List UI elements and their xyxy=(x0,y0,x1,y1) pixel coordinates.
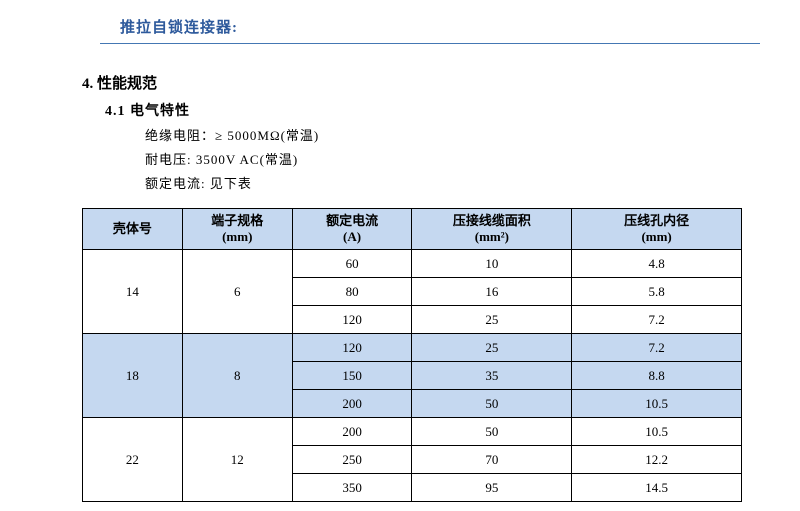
cell-current: 60 xyxy=(292,250,412,278)
cell-shell: 14 xyxy=(83,250,183,334)
table-header-row: 壳体号 端子规格(mm) 额定电流(A) 压接线缆面积(mm²) 压线孔内径(m… xyxy=(83,209,742,250)
subsection-heading: 4.1 电气特性 xyxy=(105,100,190,120)
cell-current: 200 xyxy=(292,418,412,446)
section-name: 性能规范 xyxy=(97,76,157,92)
title-divider xyxy=(100,43,760,44)
cell-shell: 22 xyxy=(83,418,183,502)
section-number: 4. xyxy=(82,76,93,92)
cell-current: 80 xyxy=(292,278,412,306)
cell-current: 350 xyxy=(292,474,412,502)
th-current: 额定电流(A) xyxy=(292,209,412,250)
cell-area: 10 xyxy=(412,250,572,278)
th-hole: 压线孔内径(mm) xyxy=(572,209,742,250)
section-heading: 4. 性能规范 xyxy=(82,72,157,93)
th-pin: 端子规格(mm) xyxy=(182,209,292,250)
cell-area: 16 xyxy=(412,278,572,306)
spec-withstand: 耐电压: 3500V AC(常温) xyxy=(145,148,319,172)
cell-pin: 6 xyxy=(182,250,292,334)
cell-hole: 10.5 xyxy=(572,418,742,446)
subsection-number: 4.1 xyxy=(105,104,126,119)
spec-rated: 额定电流: 见下表 xyxy=(145,172,319,196)
cell-hole: 4.8 xyxy=(572,250,742,278)
cell-pin: 12 xyxy=(182,418,292,502)
cell-current: 120 xyxy=(292,334,412,362)
cell-current: 150 xyxy=(292,362,412,390)
cell-pin: 8 xyxy=(182,334,292,418)
cell-area: 50 xyxy=(412,418,572,446)
spec-lines: 绝缘电阻：≥ 5000MΩ(常温) 耐电压: 3500V AC(常温) 额定电流… xyxy=(145,124,319,196)
cell-area: 70 xyxy=(412,446,572,474)
spec-insulation: 绝缘电阻：≥ 5000MΩ(常温) xyxy=(145,124,319,148)
cell-area: 50 xyxy=(412,390,572,418)
cell-shell: 18 xyxy=(83,334,183,418)
th-area: 压接线缆面积(mm²) xyxy=(412,209,572,250)
subsection-name: 电气特性 xyxy=(130,104,190,119)
cell-hole: 5.8 xyxy=(572,278,742,306)
cell-area: 95 xyxy=(412,474,572,502)
table-row: 18 8 120 25 7.2 xyxy=(83,334,742,362)
cell-hole: 10.5 xyxy=(572,390,742,418)
table-row: 22 12 200 50 10.5 xyxy=(83,418,742,446)
cell-hole: 12.2 xyxy=(572,446,742,474)
cell-current: 200 xyxy=(292,390,412,418)
cell-area: 25 xyxy=(412,306,572,334)
ratings-table: 壳体号 端子规格(mm) 额定电流(A) 压接线缆面积(mm²) 压线孔内径(m… xyxy=(82,208,742,502)
cell-hole: 7.2 xyxy=(572,306,742,334)
cell-area: 25 xyxy=(412,334,572,362)
cell-current: 120 xyxy=(292,306,412,334)
cell-current: 250 xyxy=(292,446,412,474)
table-row: 14 6 60 10 4.8 xyxy=(83,250,742,278)
cell-hole: 8.8 xyxy=(572,362,742,390)
cell-area: 35 xyxy=(412,362,572,390)
cell-hole: 14.5 xyxy=(572,474,742,502)
cell-hole: 7.2 xyxy=(572,334,742,362)
page-title: 推拉自锁连接器: xyxy=(120,16,720,37)
th-shell: 壳体号 xyxy=(83,209,183,250)
